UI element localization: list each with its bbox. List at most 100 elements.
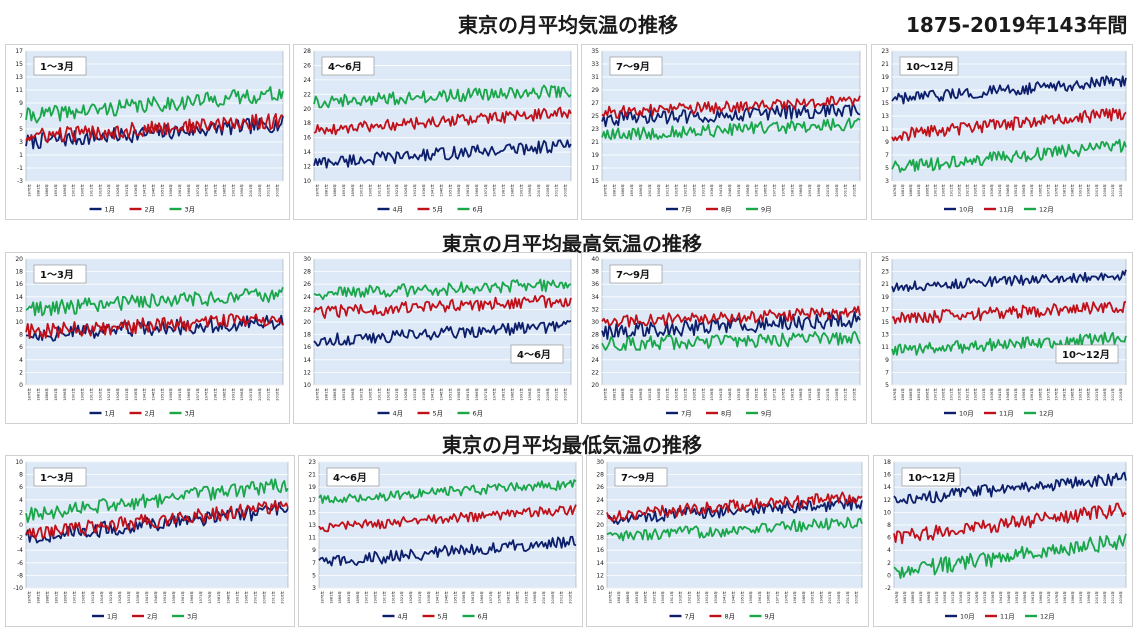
legend-label: 6月 xyxy=(473,410,484,418)
x-tick-label: 1896年 xyxy=(62,184,67,197)
y-tick-label: 23 xyxy=(881,269,889,276)
x-tick-label: 1881年 xyxy=(36,591,41,604)
y-tick-label: -8 xyxy=(17,572,23,579)
x-tick-label: 1941年 xyxy=(722,591,727,604)
y-tick-label: 13 xyxy=(15,74,23,81)
y-tick-label: 0 xyxy=(19,382,23,389)
y-tick-label: 4 xyxy=(19,357,23,364)
x-tick-label: 1921年 xyxy=(683,184,688,197)
x-tick-label: 1896年 xyxy=(924,388,929,401)
x-tick-label: 1906年 xyxy=(656,388,661,401)
x-tick-label: 1916年 xyxy=(97,388,102,401)
x-tick-label: 1986年 xyxy=(225,591,230,604)
y-tick-label: 13 xyxy=(881,332,889,339)
y-tick-label: 3 xyxy=(885,178,889,185)
legend-label: 5月 xyxy=(433,410,444,418)
x-tick-label: 1901年 xyxy=(71,184,76,197)
x-tick-label: 1991年 xyxy=(523,591,528,604)
legend-label: 10月 xyxy=(960,613,975,621)
x-tick-label: 1991年 xyxy=(1078,591,1083,604)
x-tick-label: 1931年 xyxy=(417,591,422,604)
x-tick-label: 1891年 xyxy=(916,184,921,197)
x-tick-label: 1901年 xyxy=(647,184,652,197)
x-tick-label: 1991年 xyxy=(807,184,812,197)
x-tick-label: 1961年 xyxy=(1030,591,1035,604)
y-tick-label: 9 xyxy=(885,139,889,146)
x-tick-label: 1926年 xyxy=(691,388,696,401)
x-tick-label: 1901年 xyxy=(71,388,76,401)
x-tick-label: 2006年 xyxy=(257,184,262,197)
x-tick-label: 1876年 xyxy=(27,591,32,604)
legend-label: 10月 xyxy=(959,206,974,214)
y-tick-label: 33 xyxy=(591,61,599,68)
x-tick-label: 1896年 xyxy=(643,591,648,604)
chart-panel-mean-q3: 15 17 19 21 23 25 27 29 31 33 35 1876年 1881年 1886年 189… xyxy=(581,44,867,220)
y-tick-label: 15 xyxy=(308,509,316,516)
x-tick-label: 1881年 xyxy=(323,184,328,197)
y-tick-label: -1 xyxy=(17,165,23,172)
x-tick-label: 1991年 xyxy=(810,591,815,604)
x-tick-label: 2016年 xyxy=(1118,591,1123,604)
y-tick-label: 29 xyxy=(591,87,599,94)
y-tick-label: 23 xyxy=(881,48,889,55)
x-tick-label: 1906年 xyxy=(656,184,661,197)
y-tick-label: 14 xyxy=(596,560,604,567)
x-tick-label: 1916年 xyxy=(958,591,963,604)
x-tick-label: 1916年 xyxy=(385,388,390,401)
x-tick-label: 2001年 xyxy=(827,591,832,604)
y-tick-label: 7 xyxy=(312,560,316,567)
x-tick-label: 1876年 xyxy=(26,184,31,197)
month-range-box xyxy=(326,467,380,487)
series-line-3 xyxy=(601,117,861,141)
x-tick-label: 1891年 xyxy=(918,591,923,604)
legend-label: 7月 xyxy=(685,613,696,621)
x-tick-label: 1986年 xyxy=(1070,591,1075,604)
y-tick-label: 20 xyxy=(596,522,604,529)
y-tick-label: 11 xyxy=(881,344,889,351)
x-tick-label: 1951年 xyxy=(452,591,457,604)
series-line-2 xyxy=(313,106,572,136)
y-tick-label: 36 xyxy=(591,281,599,288)
y-tick-label: 16 xyxy=(596,547,604,554)
month-range-label: 10〜12月 xyxy=(1062,349,1110,361)
y-tick-label: 5 xyxy=(885,165,889,172)
y-tick-label: 28 xyxy=(591,332,599,339)
x-tick-label: 2006年 xyxy=(836,591,841,604)
series-line-3 xyxy=(313,84,572,109)
series-line-3 xyxy=(891,331,1127,356)
y-tick-label: 24 xyxy=(596,497,604,504)
x-tick-label: 1896年 xyxy=(62,388,67,401)
x-tick-label: 1896年 xyxy=(355,591,360,604)
x-tick-label: 1966年 xyxy=(1037,184,1042,197)
legend-label: 6月 xyxy=(473,206,484,214)
min-temp-title: 東京の月平均最低気温の推移 xyxy=(442,433,702,457)
month-range-label: 1〜3月 xyxy=(40,472,74,484)
x-tick-label: 1976年 xyxy=(492,388,497,401)
chart-svg: 15 17 19 21 23 25 27 29 31 33 35 1876年 1881年 1886年 189… xyxy=(591,48,861,214)
x-tick-label: 1956年 xyxy=(171,591,176,604)
x-tick-label: 1906年 xyxy=(80,388,85,401)
x-tick-label: 1976年 xyxy=(780,184,785,197)
x-tick-label: 1981年 xyxy=(789,184,794,197)
series-line-3 xyxy=(25,478,289,523)
x-tick-label: 1981年 xyxy=(792,591,797,604)
x-tick-label: 1946年 xyxy=(727,184,732,197)
x-tick-label: 2011年 xyxy=(266,388,271,401)
x-tick-label: 2001年 xyxy=(1094,184,1099,197)
x-tick-label: 2011年 xyxy=(554,388,559,401)
x-tick-label: 1886年 xyxy=(620,388,625,401)
month-range-box xyxy=(1055,344,1119,364)
y-tick-label: 12 xyxy=(15,306,23,313)
legend-label: 1月 xyxy=(105,206,116,214)
y-tick-label: 12 xyxy=(596,572,604,579)
y-tick-label: 13 xyxy=(308,522,316,529)
x-tick-label: 1876年 xyxy=(602,388,607,401)
x-tick-label: 1971年 xyxy=(198,591,203,604)
x-tick-label: 1886年 xyxy=(910,591,915,604)
x-tick-label: 2011年 xyxy=(270,591,275,604)
y-tick-label: 0 xyxy=(19,522,23,529)
x-tick-label: 1966年 xyxy=(189,591,194,604)
x-tick-label: 1891年 xyxy=(53,184,58,197)
y-tick-label: 38 xyxy=(591,269,599,276)
y-tick-label: 16 xyxy=(15,281,23,288)
